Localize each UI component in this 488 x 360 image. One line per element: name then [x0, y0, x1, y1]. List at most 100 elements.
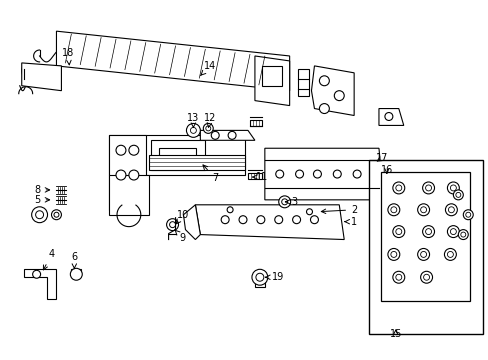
Circle shape	[420, 271, 432, 283]
Polygon shape	[56, 31, 289, 91]
Text: 18: 18	[62, 48, 74, 65]
Text: 17: 17	[375, 153, 387, 163]
Bar	[150, 140, 205, 170]
Circle shape	[226, 207, 233, 213]
Circle shape	[256, 216, 264, 224]
Circle shape	[319, 76, 328, 86]
Polygon shape	[109, 135, 145, 210]
Circle shape	[457, 230, 468, 239]
Text: 16: 16	[380, 165, 392, 175]
Circle shape	[395, 229, 401, 235]
Circle shape	[116, 170, 126, 180]
Text: 10: 10	[176, 210, 189, 224]
Circle shape	[452, 190, 462, 200]
Circle shape	[169, 222, 175, 228]
Text: 7: 7	[203, 165, 218, 183]
Bar	[254, 281, 264, 287]
Circle shape	[392, 182, 404, 194]
Polygon shape	[200, 130, 254, 140]
Circle shape	[417, 204, 428, 216]
Text: 2: 2	[321, 205, 357, 215]
Circle shape	[387, 248, 399, 260]
Bar	[247, 173, 262, 179]
Polygon shape	[109, 135, 244, 175]
Polygon shape	[254, 56, 289, 105]
Circle shape	[447, 182, 458, 194]
Polygon shape	[183, 205, 200, 239]
Circle shape	[211, 131, 219, 139]
Polygon shape	[297, 69, 309, 96]
Circle shape	[251, 269, 267, 285]
Circle shape	[333, 170, 341, 178]
Circle shape	[417, 248, 428, 260]
Bar	[368, 160, 482, 334]
Circle shape	[422, 226, 434, 238]
Circle shape	[392, 226, 404, 238]
Circle shape	[36, 211, 43, 219]
Circle shape	[425, 185, 431, 191]
Circle shape	[32, 207, 47, 223]
Circle shape	[203, 123, 213, 133]
Circle shape	[228, 131, 236, 139]
Circle shape	[420, 251, 426, 257]
Circle shape	[395, 274, 401, 280]
Text: 8: 8	[35, 185, 49, 195]
Text: 11: 11	[252, 172, 267, 182]
Text: 3: 3	[285, 197, 297, 207]
Circle shape	[221, 216, 229, 224]
Text: 6: 6	[71, 252, 77, 268]
Circle shape	[460, 232, 465, 237]
Polygon shape	[311, 66, 353, 116]
Bar	[262, 66, 281, 86]
Polygon shape	[195, 205, 344, 239]
Text: 13: 13	[187, 113, 199, 127]
Text: 15: 15	[389, 329, 401, 339]
Circle shape	[275, 170, 283, 178]
Circle shape	[423, 274, 428, 280]
Text: 12: 12	[203, 113, 216, 127]
Circle shape	[166, 219, 178, 231]
Circle shape	[239, 216, 246, 224]
Circle shape	[186, 123, 200, 137]
Circle shape	[274, 216, 282, 224]
Circle shape	[387, 204, 399, 216]
Circle shape	[313, 170, 321, 178]
Circle shape	[281, 199, 287, 205]
Circle shape	[190, 127, 196, 133]
Text: 9: 9	[174, 230, 185, 243]
Bar	[249, 121, 262, 126]
Bar	[158, 148, 196, 164]
Circle shape	[295, 170, 303, 178]
Circle shape	[392, 271, 404, 283]
Circle shape	[116, 145, 126, 155]
Polygon shape	[21, 63, 61, 91]
Circle shape	[205, 126, 210, 131]
Circle shape	[447, 207, 453, 213]
Polygon shape	[148, 155, 244, 170]
Circle shape	[449, 229, 455, 235]
Circle shape	[462, 210, 472, 220]
Polygon shape	[24, 269, 56, 299]
Circle shape	[449, 185, 455, 191]
Circle shape	[319, 104, 328, 113]
Circle shape	[51, 210, 61, 220]
Polygon shape	[378, 109, 403, 125]
Circle shape	[455, 192, 460, 197]
Circle shape	[465, 212, 470, 217]
Circle shape	[395, 185, 401, 191]
Circle shape	[352, 170, 360, 178]
Circle shape	[425, 229, 431, 235]
Circle shape	[420, 207, 426, 213]
Circle shape	[445, 204, 456, 216]
Circle shape	[129, 170, 139, 180]
Circle shape	[447, 251, 452, 257]
Circle shape	[255, 273, 264, 281]
Text: 4: 4	[43, 249, 55, 270]
Circle shape	[278, 196, 290, 208]
Text: 5: 5	[35, 195, 49, 205]
Polygon shape	[264, 148, 383, 200]
Circle shape	[33, 270, 41, 278]
Circle shape	[390, 251, 396, 257]
Circle shape	[129, 145, 139, 155]
Bar	[380, 172, 469, 301]
